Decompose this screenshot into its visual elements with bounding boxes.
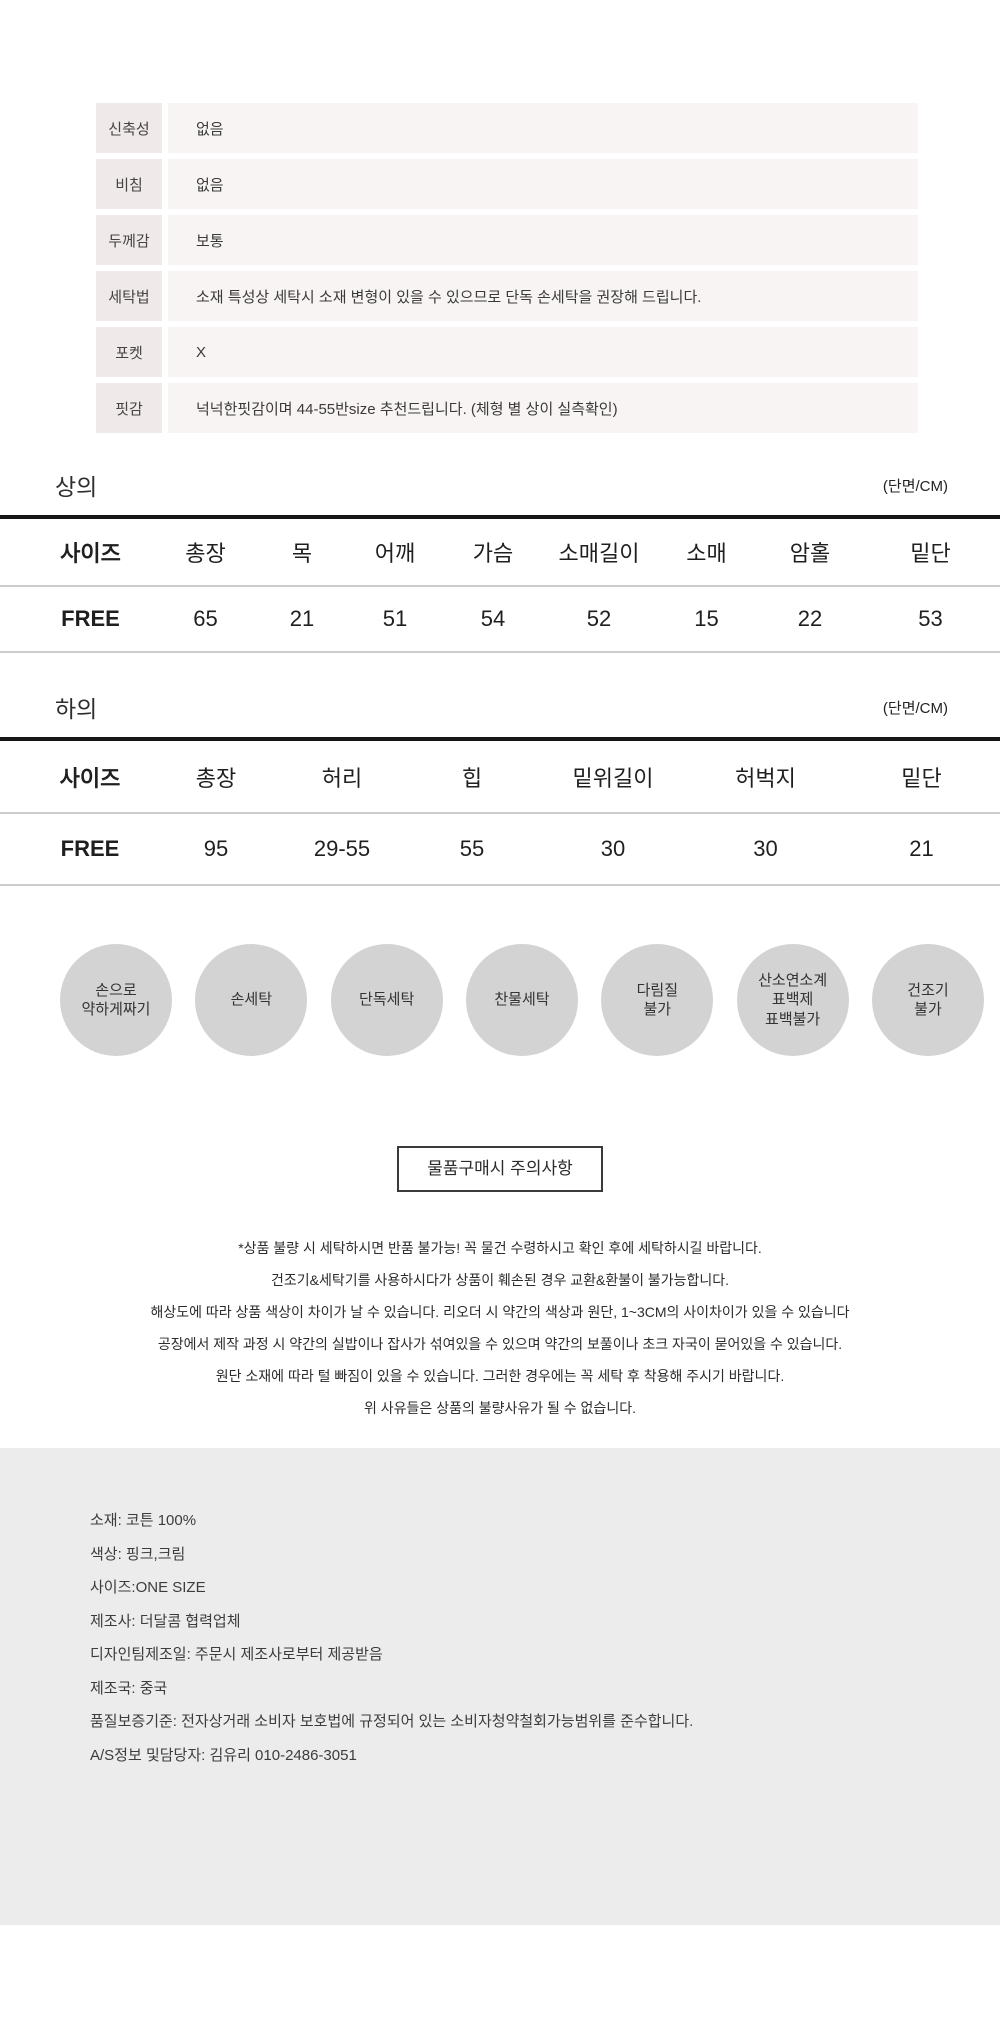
unit-label: (단면/CM): [882, 478, 948, 495]
header-cell: 허리: [321, 765, 363, 791]
cold-water-wash-icon: 찬물세탁: [465, 944, 578, 1056]
info-line-as-contact: A/S정보 및담당자: 김유리 010-2486-3051: [90, 1746, 357, 1764]
spec-label: 세탁법: [96, 271, 162, 321]
care-label: 단독세탁: [359, 991, 415, 1009]
header-cell: 암홀: [789, 541, 831, 566]
spec-label: 비침: [96, 159, 162, 209]
header-cell: 총장: [195, 765, 237, 791]
spec-value: 소재 특성상 세탁시 소재 변형이 있을 수 있으므로 단독 손세탁을 권장해 …: [168, 271, 918, 321]
spec-label: 신축성: [96, 103, 162, 153]
notice-line: 건조기&세탁기를 사용하시다가 상품이 훼손된 경우 교환&환불이 불가능합니다…: [270, 1272, 730, 1288]
data-cell: 52: [586, 606, 612, 631]
notice-title-box: 물품구매시 주의사항: [397, 1146, 603, 1192]
notice-line: *상품 불량 시 세탁하시면 반품 불가능! 꼭 물건 수령하시고 확인 후에 …: [238, 1240, 762, 1256]
header-cell: 목: [291, 541, 313, 566]
header-cell: 총장: [185, 541, 226, 566]
product-spec-table: 신축성 없음 비침 없음 두께감 보통 세탁법 소재 특성상 세탁시 소재 변형…: [96, 103, 918, 433]
header-cell: 사이즈: [59, 765, 121, 791]
spec-label: 두께감: [96, 215, 162, 265]
top-size-section-header: 상의 (단면/CM): [55, 471, 948, 503]
wring-gently-icon: 손으로 약하게짜기: [60, 944, 172, 1056]
spec-value: X: [168, 327, 918, 377]
data-cell: 15: [694, 606, 719, 631]
info-line-material: 소재: 코튼 100%: [90, 1512, 197, 1529]
data-cell: 54: [480, 606, 506, 631]
info-line-warranty: 품질보증기준: 전자상거래 소비자 보호법에 규정되어 있는 소비자청약철회가능…: [90, 1713, 694, 1730]
header-cell: 힙: [461, 765, 483, 791]
data-cell: 21: [289, 606, 315, 631]
care-label: 손세탁: [230, 991, 273, 1009]
spec-row-fit: 핏감 넉넉한핏감이며 44-55반size 추천드립니다. (체형 별 상이 실…: [96, 383, 918, 433]
size-table-header-row: 사이즈 총장 목 어깨 가슴 소매길이 소매 암홀 밑단: [0, 519, 1000, 587]
spec-row-sheerness: 비침 없음: [96, 159, 918, 209]
size-table-header-row: 사이즈 총장 허리 힙 밑위길이 허벅지 밑단: [0, 741, 1000, 814]
spec-value: 넉넉한핏감이며 44-55반size 추천드립니다. (체형 별 상이 실측확인…: [168, 383, 918, 433]
data-cell: 95: [203, 836, 229, 861]
header-cell: 소매: [686, 541, 727, 566]
header-cell: 어깨: [374, 541, 416, 566]
info-line-manufacture-date: 디자인팀제조일: 주문시 제조사로부터 제공받음: [90, 1646, 383, 1663]
data-cell: 30: [753, 836, 778, 861]
data-cell: 22: [797, 606, 823, 631]
spec-value: 없음: [168, 103, 918, 153]
spec-value: 없음: [168, 159, 918, 209]
spec-label: 핏감: [96, 383, 162, 433]
notice-text-block: *상품 불량 시 세탁하시면 반품 불가능! 꼭 물건 수령하시고 확인 후에 …: [0, 1232, 1000, 1424]
top-size-table: 사이즈 총장 목 어깨 가슴 소매길이 소매 암홀 밑단 FREE 65 21 …: [0, 515, 1000, 653]
care-label: 산소연소계 표백제 표백불가: [758, 971, 828, 1028]
info-line-color: 색상: 핑크,크림: [90, 1545, 186, 1563]
section-title-bottom: 하의: [55, 696, 98, 722]
bottom-size-section-header: 하의 (단면/CM): [55, 693, 948, 725]
care-label: 찬물세탁: [494, 991, 550, 1009]
spec-row-thickness: 두께감 보통: [96, 215, 918, 265]
unit-label: (단면/CM): [882, 700, 948, 717]
spec-value: 보통: [168, 215, 918, 265]
spec-label: 포켓: [96, 327, 162, 377]
spec-row-stretch: 신축성 없음: [96, 103, 918, 153]
section-title-top: 상의: [55, 474, 98, 500]
product-info-box: 소재: 코튼 100% 색상: 핑크,크림 사이즈:ONE SIZE 제조사: …: [0, 1448, 1000, 1925]
info-line-country: 제조국: 중국: [90, 1679, 168, 1697]
header-cell: 밑단: [910, 541, 951, 566]
notice-line: 해상도에 따라 상품 색상이 차이가 날 수 있습니다. 리오더 시 약간의 색…: [150, 1304, 850, 1320]
header-cell: 밑위길이: [572, 765, 654, 791]
data-cell: 29-55: [313, 836, 371, 861]
data-cell: 51: [382, 606, 408, 631]
info-line-manufacturer: 제조사: 더달콤 협력업체: [90, 1612, 241, 1630]
header-cell: 사이즈: [60, 541, 121, 566]
data-cell: 21: [909, 836, 934, 861]
data-cell: 53: [918, 606, 943, 631]
header-cell: 소매길이: [558, 541, 640, 566]
no-oxygen-bleach-icon: 산소연소계 표백제 표백불가: [736, 944, 849, 1056]
header-cell: 허벅지: [735, 765, 796, 791]
notice-line: 원단 소재에 따라 털 빠짐이 있을 수 있습니다. 그러한 경우에는 꼭 세탁…: [215, 1368, 785, 1384]
hand-wash-icon: 손세탁: [195, 944, 308, 1056]
care-label: 손으로 약하게짜기: [81, 981, 151, 1019]
info-line-size: 사이즈:ONE SIZE: [90, 1579, 206, 1596]
spec-row-washing: 세탁법 소재 특성상 세탁시 소재 변형이 있을 수 있으므로 단독 손세탁을 …: [96, 271, 918, 321]
notice-line: 위 사유들은 상품의 불량사유가 될 수 없습니다.: [364, 1400, 636, 1416]
size-table-data-row: FREE 65 21 51 54 52 15 22 53: [0, 587, 1000, 653]
data-cell: 30: [600, 836, 626, 861]
no-iron-icon: 다림질 불가: [601, 944, 714, 1056]
spec-row-pocket: 포켓 X: [96, 327, 918, 377]
size-cell: FREE: [61, 606, 120, 631]
size-table-data-row: FREE 95 29-55 55 30 30 21: [0, 814, 1000, 886]
wash-separately-icon: 단독세탁: [330, 944, 443, 1056]
care-label: 다림질 불가: [636, 981, 679, 1019]
no-dryer-icon: 건조기 불가: [871, 944, 984, 1056]
header-cell: 가슴: [472, 541, 514, 566]
data-cell: 65: [193, 606, 218, 631]
bottom-size-table: 사이즈 총장 허리 힙 밑위길이 허벅지 밑단 FREE 95 29-55 55…: [0, 737, 1000, 886]
data-cell: 55: [459, 836, 485, 861]
notice-line: 공장에서 제작 과정 시 약간의 실밥이나 잡사가 섞여있을 수 있으며 약간의…: [157, 1336, 843, 1352]
header-cell: 밑단: [901, 765, 942, 791]
care-label: 건조기 불가: [907, 981, 949, 1019]
size-cell: FREE: [60, 836, 120, 861]
care-instructions-row: 손으로 약하게짜기 손세탁 단독세탁 찬물세탁 다림질 불가 산소연소계 표백제…: [0, 944, 1000, 1056]
